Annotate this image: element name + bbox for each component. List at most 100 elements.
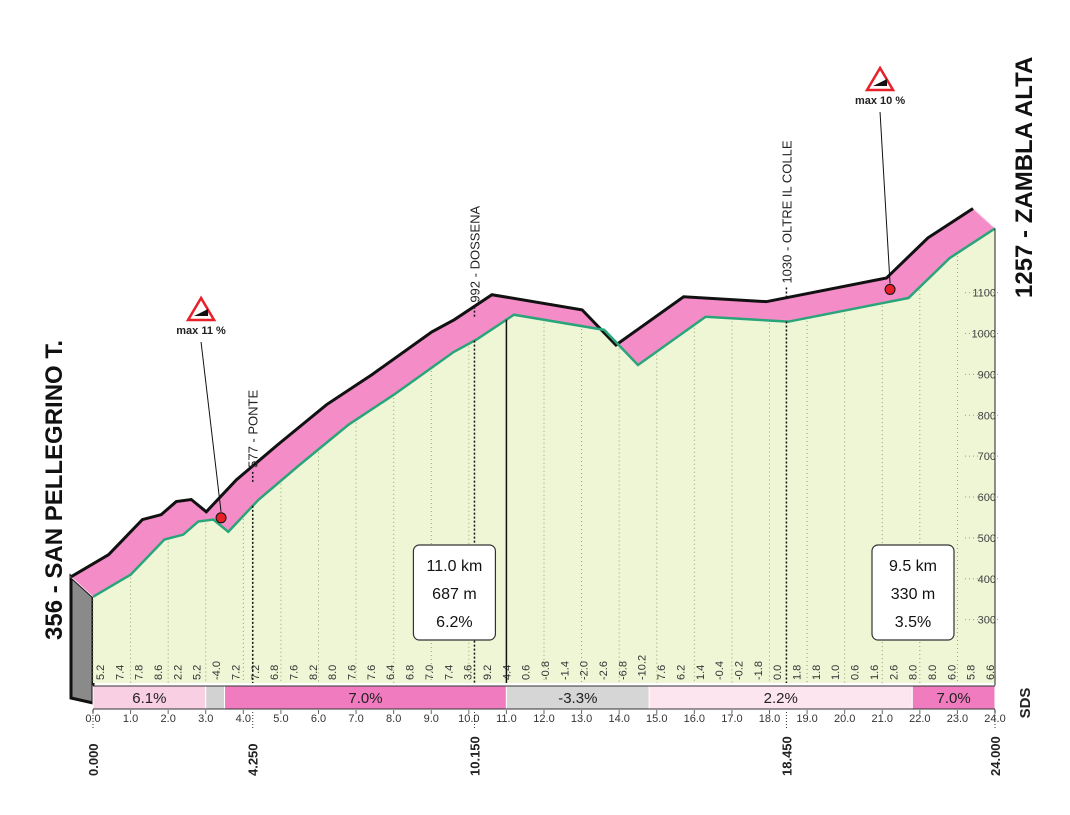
climb-gain: 330 m (891, 586, 935, 603)
climb-gain: 687 m (432, 586, 476, 603)
y-tick-label: 500 (978, 533, 996, 545)
point-label: 24.000 (988, 736, 1003, 776)
gradient-label: 7.6 (288, 665, 300, 680)
y-tick-label: 600 (978, 492, 996, 504)
y-tick-label: 400 (978, 574, 996, 586)
max-dot (884, 283, 896, 295)
gradient-label: 0.6 (850, 665, 862, 680)
segment-bar (205, 685, 226, 710)
gradient-label: 7.6 (656, 665, 668, 680)
max-label: max 10 % (855, 95, 905, 107)
gradient-label: 5.8 (966, 665, 978, 680)
gradient-label: -0.4 (714, 661, 726, 680)
gradient-label: 1.6 (869, 665, 881, 680)
finish-label: 1257 - ZAMBLA ALTA (1011, 57, 1038, 298)
y-tick-label: 900 (978, 369, 996, 381)
gradient-label: 7.2 (250, 665, 262, 680)
x-tick-label: 11.0 (496, 713, 517, 725)
point-label: 10.150 (467, 736, 482, 776)
gradient-label: 8.0 (908, 665, 920, 680)
gradient-label: -4.0 (211, 661, 223, 680)
x-tick-label: 6.0 (311, 713, 326, 725)
segment-label: 7.0% (348, 690, 382, 707)
gradient-label: 1.4 (695, 665, 707, 680)
x-tick-label: 10.0 (458, 713, 479, 725)
climb-gradient: 3.5% (895, 614, 931, 631)
segment-label: -3.3% (558, 690, 597, 707)
climb-distance: 11.0 km (427, 558, 483, 575)
profile-top-line (70, 207, 974, 579)
gradient-label: 6.2 (675, 665, 687, 680)
gradient-label: 1.8 (792, 665, 804, 680)
max-dot (215, 512, 227, 524)
gradient-label: 7.4 (114, 665, 126, 680)
gradient-label: 5.2 (95, 665, 107, 680)
x-tick-label: 5.0 (273, 713, 288, 725)
gradient-label: 7.4 (443, 665, 455, 680)
x-tick-label: 2.0 (161, 713, 176, 725)
gradient-label: 0.0 (772, 665, 784, 680)
gradient-label: 7.6 (366, 665, 378, 680)
start-label: 356 - SAN PELLEGRINO T. (41, 340, 68, 640)
waypoint-label: 577 - PONTE (246, 390, 261, 468)
x-tick-label: 1.0 (123, 713, 138, 725)
gradient-label: 6.0 (946, 665, 958, 680)
x-tick-label: 3.0 (198, 713, 213, 725)
x-tick-label: 20.0 (834, 713, 855, 725)
climb-distance: 9.5 km (889, 558, 937, 575)
y-tick-label: 1100 (972, 288, 996, 300)
x-tick-label: 17.0 (721, 713, 742, 725)
climb-box (871, 544, 955, 641)
max-icon-inner (194, 309, 209, 316)
max-leader (879, 111, 891, 284)
x-tick-label: 7.0 (348, 713, 363, 725)
x-tick-label: 12.0 (533, 713, 554, 725)
climb-box (412, 544, 497, 641)
gradient-label: -6.8 (617, 661, 629, 680)
x-tick-label: 14.0 (608, 713, 629, 725)
x-tick-label: 13.0 (571, 713, 592, 725)
x-tick-label: 23.0 (947, 713, 968, 725)
gradient-label: -1.4 (559, 661, 571, 680)
max-icon-inner (873, 79, 888, 86)
climb-gradient: 6.2% (436, 614, 472, 631)
x-tick-label: 15.0 (646, 713, 667, 725)
point-label: 0.000 (86, 743, 101, 776)
gradient-label: 3.6 (463, 665, 475, 680)
gradient-label: 6.8 (269, 665, 281, 680)
gradient-label: 1.8 (811, 665, 823, 680)
gradient-label: 5.2 (192, 665, 204, 680)
segment-label: 2.2% (764, 690, 798, 707)
gradient-label: 8.2 (308, 665, 320, 680)
gradient-label: 7.6 (347, 665, 359, 680)
x-tick-label: 21.0 (872, 713, 893, 725)
gradient-label: 6.4 (385, 665, 397, 680)
gradient-label: 4.4 (501, 665, 513, 680)
segment-label: 7.0% (937, 690, 971, 707)
gradient-label: 1.0 (830, 665, 842, 680)
profile-ground-line (92, 227, 996, 598)
waypoint-label: 1030 - OLTRE IL COLLE (779, 140, 794, 283)
gradient-label: -0.2 (733, 661, 745, 680)
x-tick-label: 16.0 (684, 713, 705, 725)
logo: SDS (1017, 688, 1034, 719)
point-label: 4.250 (246, 743, 261, 776)
gradient-label: 6.6 (985, 665, 997, 680)
gradient-label: -1.8 (753, 661, 765, 680)
main-layer: 0.0 1.0 2.0 3.0 4.0 5.0 6.0 7.0 8.0 9.0 10.0 11.0 12… (41, 57, 1038, 776)
y-tick-label: 1000 (972, 329, 996, 341)
x-tick-label: 18.0 (759, 713, 780, 725)
gradient-label: -0.8 (540, 661, 552, 680)
gradient-label: 0.6 (521, 665, 533, 680)
max-label: max 11 % (176, 325, 226, 337)
start-block (69, 573, 95, 705)
x-tick-label: 8.0 (386, 713, 401, 725)
gradient-label: 8.0 (927, 665, 939, 680)
gradient-label: 7.8 (134, 665, 146, 680)
gradient-label: -2.6 (598, 661, 610, 680)
max-leader (200, 341, 222, 512)
gradient-label: 8.6 (153, 665, 165, 680)
gradient-label: 9.2 (482, 665, 494, 680)
y-tick-label: 700 (978, 451, 996, 463)
